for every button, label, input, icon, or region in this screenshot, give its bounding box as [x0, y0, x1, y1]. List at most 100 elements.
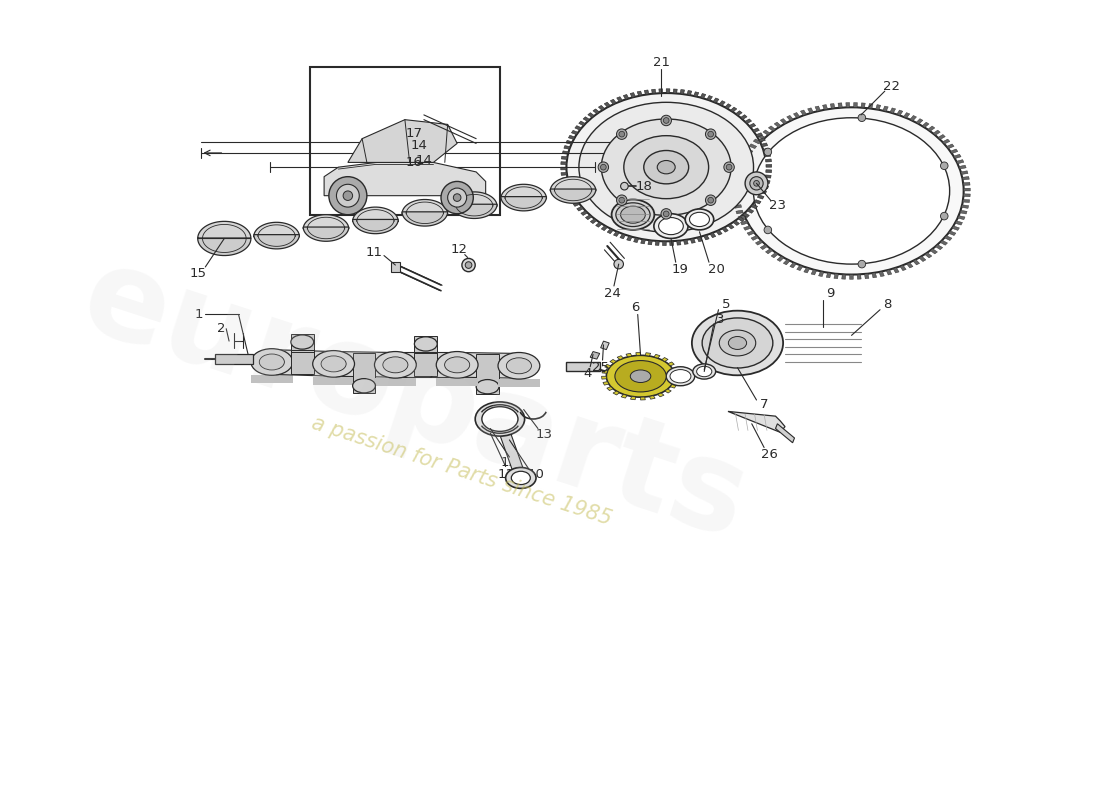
Circle shape	[329, 177, 367, 214]
Polygon shape	[776, 424, 794, 442]
Polygon shape	[842, 274, 846, 279]
Polygon shape	[758, 134, 766, 139]
Polygon shape	[738, 217, 745, 222]
Polygon shape	[964, 188, 970, 191]
Polygon shape	[624, 94, 629, 99]
Circle shape	[764, 226, 771, 234]
Polygon shape	[570, 198, 576, 202]
Polygon shape	[646, 353, 650, 356]
Text: 12: 12	[451, 243, 468, 256]
Polygon shape	[738, 215, 746, 219]
Polygon shape	[948, 231, 956, 235]
Polygon shape	[747, 209, 754, 214]
Ellipse shape	[690, 212, 710, 226]
Ellipse shape	[739, 107, 964, 274]
Polygon shape	[550, 189, 596, 203]
Polygon shape	[579, 121, 585, 126]
Polygon shape	[780, 118, 788, 124]
Polygon shape	[946, 144, 954, 149]
Circle shape	[465, 262, 472, 268]
Text: 16: 16	[406, 156, 422, 169]
Polygon shape	[744, 226, 751, 230]
Polygon shape	[602, 376, 606, 379]
Polygon shape	[617, 97, 623, 102]
Polygon shape	[562, 151, 569, 154]
Polygon shape	[564, 146, 570, 150]
Polygon shape	[664, 389, 671, 393]
Polygon shape	[604, 102, 611, 107]
Polygon shape	[752, 128, 759, 132]
Ellipse shape	[616, 203, 650, 226]
Polygon shape	[764, 154, 771, 157]
Polygon shape	[940, 240, 947, 246]
Polygon shape	[353, 376, 375, 378]
Ellipse shape	[579, 102, 754, 232]
Polygon shape	[587, 113, 594, 118]
Polygon shape	[591, 351, 600, 359]
Ellipse shape	[374, 351, 416, 378]
Polygon shape	[694, 92, 698, 97]
Polygon shape	[935, 245, 943, 250]
Polygon shape	[879, 271, 884, 277]
Ellipse shape	[415, 337, 437, 351]
Polygon shape	[861, 103, 866, 108]
Polygon shape	[854, 102, 857, 107]
Ellipse shape	[506, 467, 536, 488]
Polygon shape	[958, 215, 965, 220]
Ellipse shape	[670, 370, 691, 383]
Text: 22: 22	[883, 80, 900, 93]
Polygon shape	[755, 200, 761, 204]
Circle shape	[619, 198, 625, 203]
Polygon shape	[707, 95, 713, 101]
Polygon shape	[760, 190, 767, 194]
Polygon shape	[312, 377, 354, 385]
Ellipse shape	[476, 379, 499, 394]
Text: 7: 7	[760, 398, 769, 411]
Polygon shape	[627, 236, 632, 241]
Text: 5: 5	[722, 298, 730, 311]
Polygon shape	[304, 227, 349, 242]
Polygon shape	[763, 130, 770, 135]
Polygon shape	[945, 236, 952, 241]
Polygon shape	[290, 334, 314, 374]
Polygon shape	[636, 353, 640, 355]
Ellipse shape	[312, 350, 354, 377]
Polygon shape	[733, 194, 739, 197]
Circle shape	[745, 172, 768, 194]
Polygon shape	[583, 117, 590, 122]
Polygon shape	[637, 91, 642, 96]
Polygon shape	[962, 177, 969, 180]
Circle shape	[858, 114, 866, 122]
Polygon shape	[254, 234, 299, 249]
Text: 12: 12	[500, 456, 518, 470]
Text: 17: 17	[406, 127, 422, 141]
Polygon shape	[736, 210, 744, 214]
Polygon shape	[763, 148, 769, 152]
Circle shape	[661, 209, 671, 219]
Polygon shape	[640, 239, 646, 244]
Polygon shape	[943, 139, 950, 144]
Polygon shape	[565, 140, 572, 144]
Polygon shape	[722, 227, 728, 232]
Polygon shape	[595, 222, 602, 227]
Polygon shape	[955, 221, 962, 225]
Circle shape	[453, 194, 461, 202]
Polygon shape	[872, 273, 877, 278]
Polygon shape	[251, 375, 293, 383]
Polygon shape	[571, 130, 579, 134]
Polygon shape	[214, 354, 253, 364]
Ellipse shape	[475, 402, 525, 436]
Polygon shape	[925, 253, 932, 258]
Polygon shape	[801, 110, 806, 115]
Polygon shape	[961, 205, 969, 208]
Text: 4: 4	[583, 367, 592, 380]
Polygon shape	[353, 354, 375, 394]
Ellipse shape	[685, 209, 714, 230]
Ellipse shape	[606, 355, 674, 397]
Polygon shape	[390, 262, 400, 272]
Polygon shape	[630, 397, 636, 400]
Polygon shape	[561, 156, 568, 159]
Polygon shape	[793, 113, 800, 118]
Ellipse shape	[260, 354, 285, 370]
Polygon shape	[716, 230, 722, 235]
